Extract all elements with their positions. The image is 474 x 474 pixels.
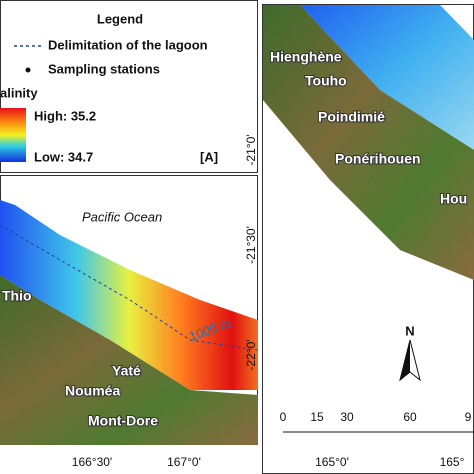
legend-title: Legend — [97, 11, 143, 26]
station-symbol — [25, 67, 31, 73]
map-b: Hienghène Touho Poindimié Ponérihouen Ho… — [244, 4, 474, 474]
legend-box — [0, 0, 258, 173]
land — [0, 275, 258, 445]
scale-label: High: 35.2 — [34, 108, 96, 123]
lon-label: 167°0' — [167, 455, 201, 469]
lagoon — [0, 200, 258, 390]
scale-label: Low: 34.7 — [34, 149, 93, 164]
ocean-label: Pacific Ocean — [82, 209, 162, 224]
lon-label: 165° — [440, 455, 465, 469]
lat-label: -21°30' — [244, 226, 258, 264]
legend-item: Sampling stations — [48, 61, 160, 76]
legend-subtitle: alinity — [0, 85, 38, 100]
place-label: Yaté — [112, 363, 141, 379]
lagoon-boundary — [0, 224, 259, 351]
land — [263, 5, 474, 280]
scale-label: 9 — [465, 410, 472, 424]
place-label: Poindimié — [318, 109, 385, 125]
place-label: Nouméa — [65, 383, 120, 399]
legend-item: Delimitation of the lagoon — [48, 37, 208, 52]
place-label: Mont-Dore — [88, 413, 158, 429]
scale-label: 30 — [340, 410, 354, 424]
scale-label: 60 — [403, 410, 417, 424]
place-label: Hou — [440, 191, 467, 207]
axis-strip — [0, 445, 258, 474]
map-a: Pacific Ocean Thio Yaté Nouméa Mont-Dore… — [0, 175, 259, 474]
place-label: Thio — [2, 288, 32, 304]
place-label: Touho — [305, 73, 347, 89]
north-label: N — [405, 323, 414, 338]
north-arrow-half — [400, 340, 410, 380]
scale-label: 0 — [280, 410, 287, 424]
place-label: Hienghène — [270, 49, 342, 65]
lagoon — [300, 5, 474, 150]
lon-label: 165°0' — [315, 455, 349, 469]
place-label: Ponérihouen — [335, 151, 421, 167]
lat-label: -21°0' — [244, 134, 258, 165]
lat-label: -22°0' — [244, 339, 258, 370]
scale-label: 15 — [310, 410, 324, 424]
panel-label: [A] — [200, 149, 218, 164]
salinity-scale — [0, 108, 26, 162]
lon-label: 166°30' — [72, 455, 112, 469]
